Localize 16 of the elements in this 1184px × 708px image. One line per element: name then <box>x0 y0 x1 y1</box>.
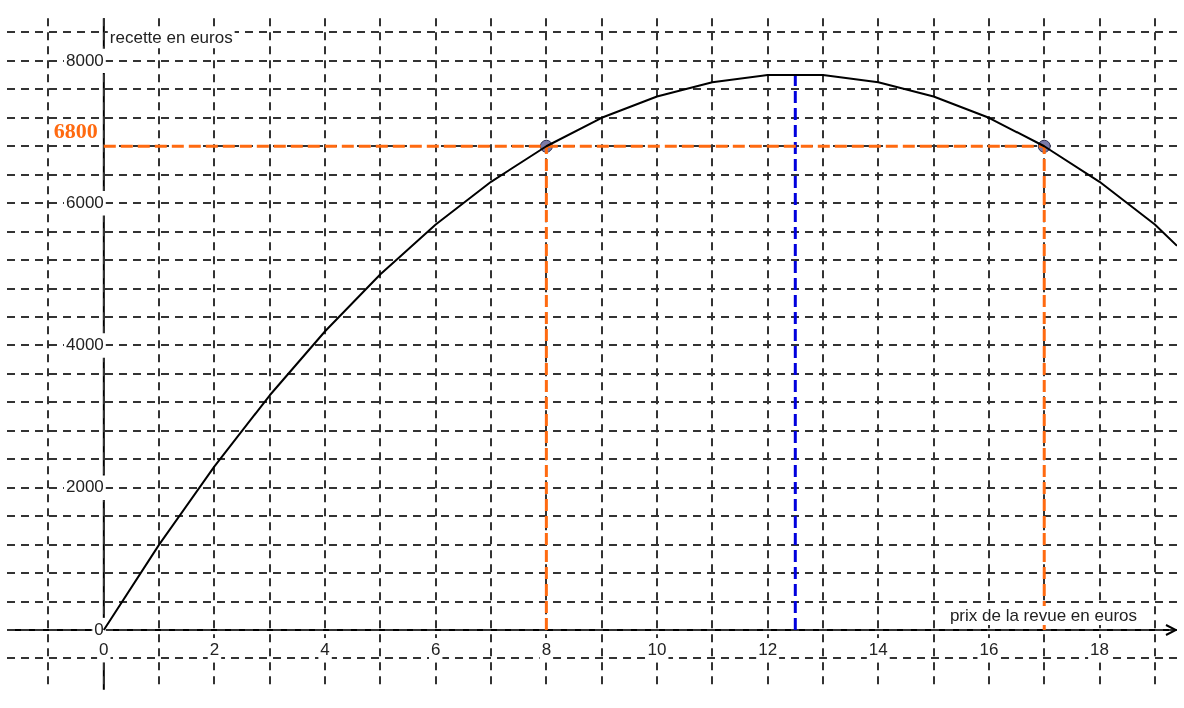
y-axis-title: recette en euros <box>109 27 233 47</box>
y-tick-label: 8000 <box>65 50 104 70</box>
y-tick-label: 4000 <box>65 335 104 355</box>
x-tick-label: 18 <box>1090 639 1110 659</box>
x-tick-label: 14 <box>868 639 888 659</box>
y-tick-label: 2000 <box>65 477 104 497</box>
x-tick-label: 4 <box>320 639 330 659</box>
annotation: 6800 <box>53 117 98 143</box>
x-tick-label: 12 <box>758 639 778 659</box>
x-tick-label: 10 <box>647 639 667 659</box>
x-tick-label: 2 <box>209 639 220 659</box>
x-axis-title: prix de la revue en euros <box>949 606 1137 626</box>
y-tick-label: 6000 <box>65 192 104 212</box>
x-tick-label: 16 <box>979 639 999 659</box>
x-tick-label: 8 <box>541 639 552 659</box>
x-tick-label: 6 <box>430 639 441 659</box>
